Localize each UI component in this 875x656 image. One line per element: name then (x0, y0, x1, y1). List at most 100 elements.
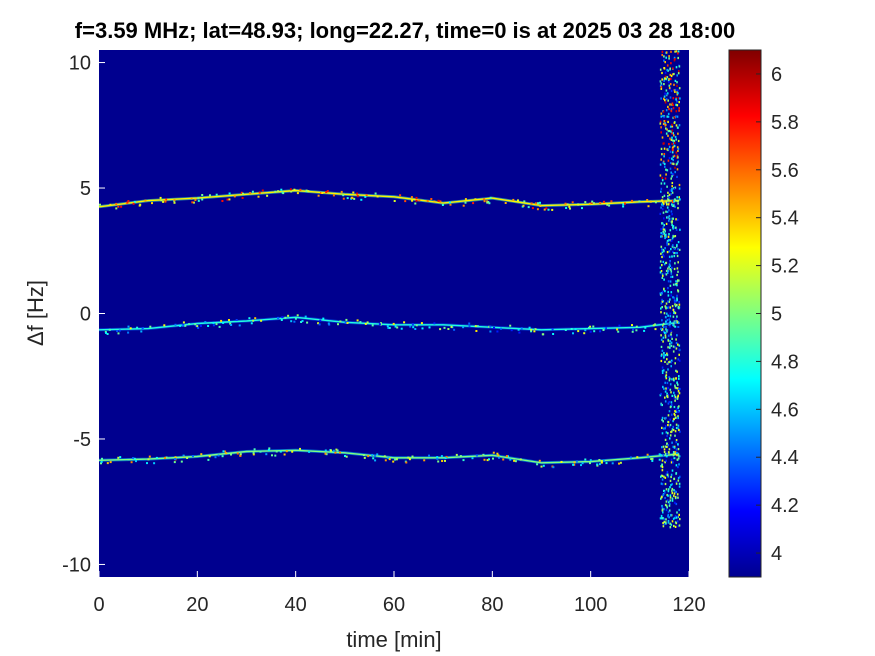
noise-speckle (667, 134, 669, 137)
noise-speckle (659, 260, 662, 263)
trace-speckle (527, 206, 530, 209)
noise-speckle (674, 346, 676, 349)
trace-speckle (493, 326, 495, 329)
noise-speckle (677, 343, 679, 346)
noise-speckle (676, 520, 679, 523)
noise-speckle (677, 448, 680, 451)
trace-speckle (610, 200, 613, 203)
trace-speckle (317, 194, 320, 197)
noise-speckle (667, 368, 669, 371)
noise-speckle (660, 465, 662, 468)
noise-speckle (667, 69, 669, 72)
trace-speckle (306, 321, 309, 324)
noise-speckle (667, 195, 669, 198)
noise-speckle (659, 292, 662, 295)
noise-speckle (677, 424, 680, 427)
colorbar-tick-label: 5 (771, 304, 782, 326)
trace-speckle (616, 328, 619, 331)
trace-speckle (519, 458, 522, 461)
noise-speckle (677, 248, 679, 251)
noise-speckle (677, 56, 679, 60)
noise-speckle (674, 357, 677, 360)
trace-speckle (534, 328, 537, 331)
trace-speckle (267, 449, 270, 451)
trace-speckle (159, 196, 162, 199)
noise-speckle (673, 477, 676, 480)
noise-speckle (667, 269, 670, 272)
noise-speckle (677, 270, 679, 273)
noise-speckle (673, 144, 676, 148)
noise-speckle (660, 235, 662, 238)
noise-speckle (661, 349, 664, 352)
noise-speckle (670, 294, 672, 297)
noise-speckle (677, 394, 679, 397)
trace-speckle (138, 204, 141, 207)
trace-speckle (631, 330, 634, 333)
noise-speckle (667, 394, 669, 397)
trace-speckle (249, 192, 252, 195)
trace-speckle (146, 462, 148, 465)
trace-speckle (133, 200, 136, 203)
trace-speckle (279, 450, 282, 453)
noise-speckle (678, 101, 680, 104)
noise-speckle (669, 229, 672, 232)
trace-speckle (180, 460, 183, 463)
trace-speckle (276, 317, 279, 319)
noise-speckle (673, 446, 676, 449)
trace-speckle (207, 458, 210, 461)
trace-speckle (106, 333, 109, 335)
noise-speckle (677, 89, 679, 92)
noise-speckle (665, 168, 667, 171)
noise-speckle (668, 300, 670, 303)
noise-speckle (661, 136, 664, 139)
trace-speckle (194, 323, 197, 326)
trace-speckle (632, 328, 634, 331)
y-tick-label: -5 (73, 429, 91, 451)
trace-speckle (212, 321, 215, 324)
noise-speckle (669, 260, 671, 263)
noise-speckle (667, 475, 670, 478)
noise-speckle (678, 183, 681, 187)
noise-speckle (667, 148, 670, 151)
trace-speckle (577, 203, 580, 206)
trace-speckle (212, 324, 215, 327)
trace-speckle (363, 456, 366, 459)
noise-speckle (667, 290, 669, 294)
trace-speckle (673, 457, 676, 460)
noise-speckle (670, 239, 673, 242)
trace-speckle (629, 456, 632, 459)
noise-speckle (679, 228, 681, 231)
trace-speckle (268, 447, 271, 450)
noise-speckle (661, 50, 664, 53)
noise-speckle (660, 252, 662, 255)
trace-speckle (208, 455, 211, 458)
noise-speckle (673, 296, 676, 299)
trace-speckle (346, 322, 349, 324)
trace-speckle (662, 201, 664, 204)
trace-speckle (538, 459, 541, 462)
trace-speckle (162, 200, 165, 203)
noise-speckle (662, 336, 665, 339)
noise-speckle (665, 331, 667, 334)
trace-speckle (378, 323, 381, 326)
noise-speckle (663, 120, 666, 123)
noise-speckle (664, 315, 667, 319)
noise-speckle (664, 375, 667, 378)
trace-speckle (453, 328, 456, 331)
noise-speckle (674, 434, 676, 437)
trace-speckle (573, 463, 576, 466)
noise-speckle (663, 331, 666, 334)
noise-speckle (673, 255, 676, 258)
noise-speckle (668, 265, 670, 268)
trace-speckle (127, 200, 130, 203)
noise-speckle (668, 217, 671, 220)
noise-speckle (677, 457, 680, 460)
trace-speckle (384, 459, 387, 462)
noise-speckle (675, 410, 677, 413)
noise-speckle (662, 114, 664, 118)
noise-speckle (670, 365, 672, 368)
trace-speckle (647, 455, 650, 458)
trace-speckle (106, 462, 109, 465)
noise-speckle (663, 153, 666, 156)
noise-speckle (672, 296, 674, 299)
